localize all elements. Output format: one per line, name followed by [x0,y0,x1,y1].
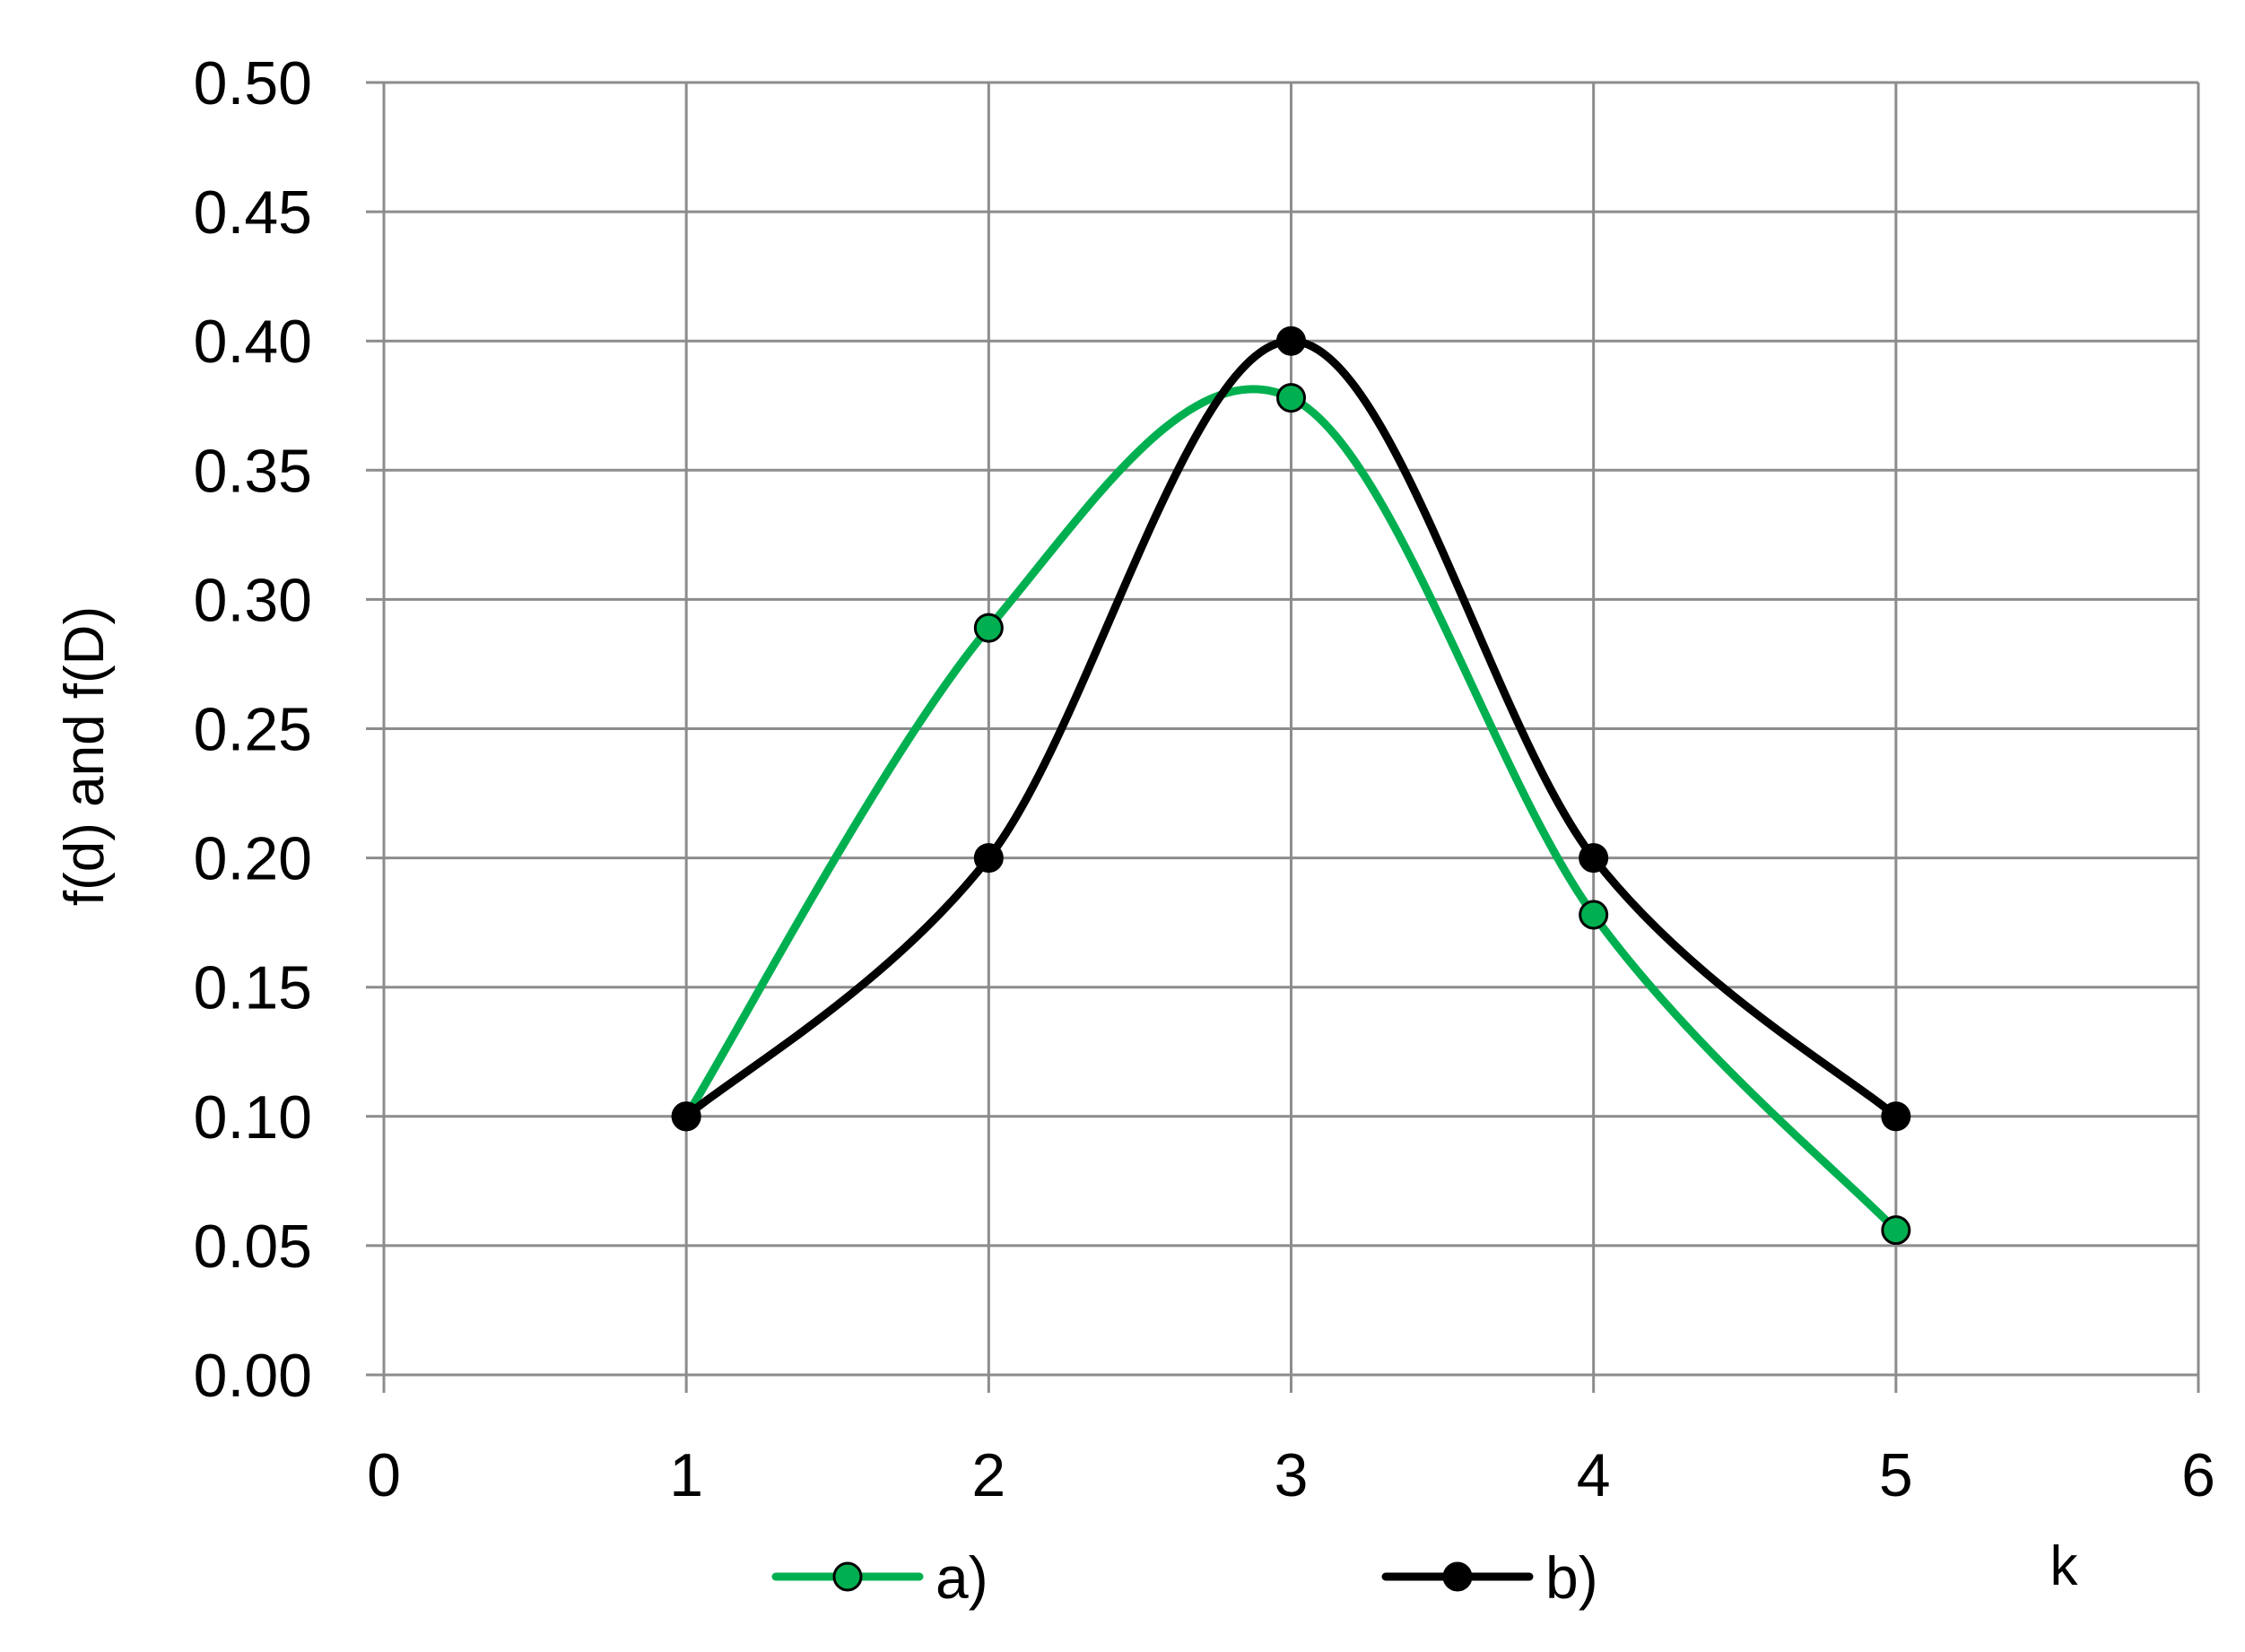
axes [382,83,2198,1377]
x-tick-label: 0 [367,1441,401,1509]
x-tick-label: 2 [971,1441,1005,1509]
legend-b-swatch-marker [1442,1561,1473,1592]
legend-b-label: b) [1545,1544,1598,1611]
x-tick-label: 1 [669,1441,703,1509]
y-tick-label: 0.20 [194,825,312,893]
y-tick-label: 0.50 [194,49,312,117]
y-tick-label: 0.10 [194,1083,312,1152]
x-tick-label: 5 [1879,1441,1913,1509]
series-a-point [1276,383,1306,413]
series-a-point [1579,900,1609,930]
series-b-point [1579,843,1609,874]
y-tick-label: 0.00 [194,1342,312,1410]
x-tick-label: 6 [2181,1441,2215,1509]
x-tick-label: 3 [1275,1441,1309,1509]
y-axis-title: f(d) and f(D) [54,606,116,906]
legend-b-entry: b) [1381,1544,1598,1611]
y-tick-label: 0.30 [194,566,312,634]
y-tick-label: 0.35 [194,437,312,505]
y-tick-label: 0.15 [194,954,312,1022]
x-axis-title: k [2050,1535,2079,1597]
series-b-point [671,1101,701,1132]
y-tick-label: 0.05 [194,1213,312,1281]
series-a-point [1881,1215,1911,1246]
series-a-point [973,613,1004,643]
tick-labels: 0.00 0.05 0.10 0.15 0.20 0.25 0.30 0.35 0.40 0.45… [194,49,2215,1509]
series-layer [671,326,1911,1246]
legend-a-entry: a) [771,1544,988,1611]
series-b-point [973,843,1004,874]
y-tick-label: 0.40 [194,308,312,376]
series-b-point [1276,326,1306,356]
legend-a-label: a) [935,1544,988,1611]
y-tick-label: 0.45 [194,178,312,247]
legend-a-swatch-marker [832,1561,863,1592]
x-tick-label: 4 [1577,1441,1611,1509]
series-b-point [1881,1101,1911,1132]
legend: a) b) [771,1544,1598,1611]
y-tick-label: 0.25 [194,696,312,764]
